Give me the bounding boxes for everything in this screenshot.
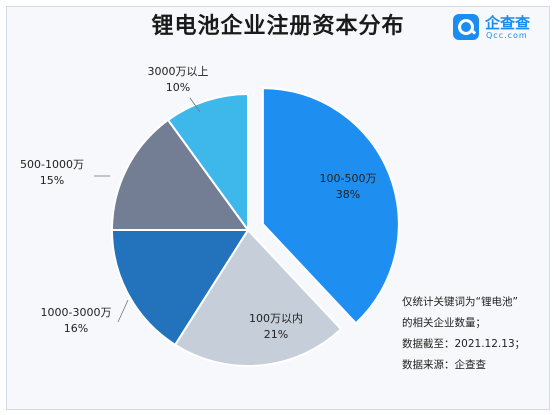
slice-label-2: 100万以内 xyxy=(249,311,303,325)
magnifier-logo-icon xyxy=(453,14,479,40)
footnote-line-3: 数据截至：2021.12.13； xyxy=(402,338,526,350)
chart-title: 锂电池企业注册资本分布 xyxy=(151,14,405,39)
slice-percent-5: 10% xyxy=(166,81,190,94)
footnote-line-4: 数据来源：企查查 xyxy=(402,359,486,371)
slice-label-4: 500-1000万 xyxy=(20,158,84,171)
pie-slice-2 xyxy=(173,228,343,367)
slice-percent-4: 15% xyxy=(40,174,64,187)
slice-labels: 100-500万 38% 100万以内 21% 1000-3000万 16% 500-100… xyxy=(20,65,376,341)
leader-line-3 xyxy=(117,299,129,323)
slice-label-1: 100-500万 xyxy=(320,172,377,185)
pie-slice-5 xyxy=(166,92,249,234)
pie-slice-1 xyxy=(261,87,400,325)
leader-lines xyxy=(94,97,201,323)
footnote-line-1: 仅统计关键词为“锂电池” xyxy=(402,296,518,308)
pie-slice-3 xyxy=(110,229,250,347)
slice-percent-2: 21% xyxy=(264,328,288,341)
slice-label-5: 3000万以上 xyxy=(148,65,209,78)
footnote-line-2: 的相关企业数量； xyxy=(402,317,486,329)
leader-line-5 xyxy=(189,97,201,113)
pie-slice-4 xyxy=(110,118,250,231)
brand-name: 企查查 xyxy=(485,14,531,32)
slice-percent-3: 16% xyxy=(64,322,88,335)
footnote: 仅统计关键词为“锂电池” 的相关企业数量； 数据截至：2021.12.13； 数… xyxy=(402,292,525,376)
slice-label-3: 1000-3000万 xyxy=(41,306,112,319)
brand-domain: Qcc.com xyxy=(486,31,528,40)
slice-percent-1: 38% xyxy=(336,188,360,201)
pie-slices xyxy=(110,87,400,367)
